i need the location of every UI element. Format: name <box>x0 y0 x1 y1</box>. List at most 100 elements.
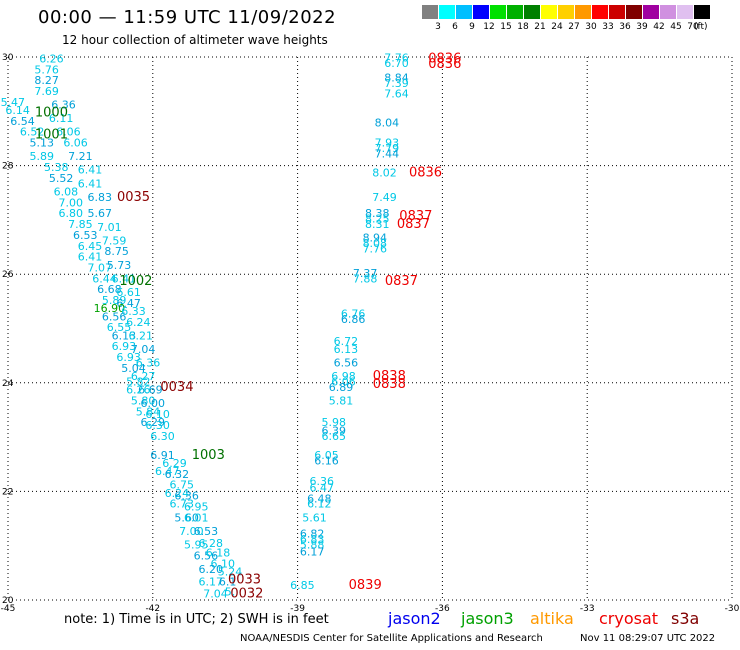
wave-height-value: 7.76 <box>384 51 409 64</box>
wave-height-value: 6.52 <box>20 126 45 139</box>
wave-height-value: 7.69 <box>34 85 59 98</box>
wave-height-value: 6.29 <box>162 457 187 470</box>
legend-swatch <box>677 5 693 19</box>
wave-height-value: 6.55 <box>107 321 132 334</box>
wave-height-value: 8.75 <box>104 245 129 258</box>
wave-height-value: 6.01 <box>184 511 209 524</box>
x-tick-label: -30 <box>725 604 740 614</box>
wave-height-value: 8.27 <box>34 74 59 87</box>
wave-height-value: 6.28 <box>198 537 223 550</box>
mission-jason2: jason2 <box>388 609 441 628</box>
y-tick-label: 24 <box>2 379 14 389</box>
pass-time-label: 0033 <box>228 573 261 588</box>
generation-timestamp: Nov 11 08:29:07 UTC 2022 <box>580 633 716 644</box>
legend-swatch <box>507 5 523 19</box>
legend-label: 45 <box>670 22 682 32</box>
wave-height-value: 6.20 <box>198 563 223 576</box>
wave-height-value: 6.06 <box>63 137 88 150</box>
wave-height-value: 7.79 <box>375 142 400 155</box>
wave-height-value: 7.21 <box>68 150 93 163</box>
wave-height-value: 5.95 <box>184 538 209 551</box>
wave-height-value: 7.07 <box>87 261 112 274</box>
legend-label: 15 <box>500 22 512 32</box>
pass-time-label: 0034 <box>160 380 193 395</box>
wave-height-value: 6.95 <box>184 500 209 513</box>
wave-height-value: 6.91 <box>150 449 175 462</box>
wave-height-value: 8.31 <box>365 218 390 231</box>
wave-height-value: 5.47 <box>1 96 26 109</box>
wave-height-value: 6.14 <box>5 104 30 117</box>
legend-label: 21 <box>534 22 546 32</box>
wave-height-value: 6.56 <box>102 310 127 323</box>
wave-height-value: 16.90 <box>94 302 126 315</box>
wave-height-value: 6.17 <box>300 545 325 558</box>
wave-height-value: 7.76 <box>363 242 388 255</box>
wave-height-value: 6.26 <box>39 52 64 65</box>
wave-height-value: 6.61 <box>116 286 141 299</box>
wave-height-value: 6.68 <box>97 283 122 296</box>
wave-height-value: 7.49 <box>372 191 397 204</box>
pass-time-label: 0836 <box>409 165 442 180</box>
wave-height-value: 6.83 <box>300 533 325 546</box>
chart-title: 00:00 — 11:59 UTC 11/09/2022 <box>38 7 337 28</box>
wave-height-value: 5.89 <box>30 150 55 163</box>
mission-altika: altika <box>530 609 574 628</box>
wave-height-value: 6.56 <box>334 357 359 370</box>
wave-height-value: 6.1 <box>219 575 237 588</box>
wave-height-value: 6.24 <box>126 316 151 329</box>
wave-height-value: 6.41 <box>78 177 103 190</box>
wave-height-value: 5.13 <box>30 137 55 150</box>
wave-height-value: 7.00 <box>179 525 204 538</box>
wave-height-value: 6.05 <box>314 449 339 462</box>
pass-time-label: 1002 <box>119 274 152 289</box>
y-tick-label: 30 <box>2 53 14 63</box>
legend-swatch <box>524 5 540 19</box>
legend-swatch <box>541 5 557 19</box>
mission-jason3: jason3 <box>461 609 514 628</box>
legend-swatch <box>422 5 438 19</box>
wave-height-value: 5.73 <box>107 259 132 272</box>
wave-height-value: 6.83 <box>87 191 112 204</box>
pass-time-label: 0838 <box>373 369 406 384</box>
wave-height-value: 7.64 <box>384 88 409 101</box>
wave-height-value: 7.85 <box>68 218 93 231</box>
pass-time-label: 0836 <box>428 57 461 72</box>
mission-s3a: s3a <box>671 609 700 628</box>
wave-height-value: 5.38 <box>44 161 69 174</box>
wave-height-value: 6.69 <box>138 384 163 397</box>
wave-height-value: 6.93 <box>112 340 137 353</box>
legend-swatch <box>694 5 710 19</box>
pass-time-label: 0837 <box>399 209 432 224</box>
x-tick-label: -39 <box>290 604 305 614</box>
chart-subtitle: 12 hour collection of altimeter wave hei… <box>62 33 328 47</box>
wave-height-value: 5.67 <box>87 207 112 220</box>
wave-height-value: 7.39 <box>384 77 409 90</box>
legend-label: 12 <box>483 22 495 32</box>
wave-height-value: 6.47 <box>155 465 180 478</box>
legend-label: 70 <box>687 22 699 32</box>
wave-height-value: 6.12 <box>307 498 332 511</box>
legend-label: 9 <box>469 22 475 32</box>
wave-height-value: 5.60 <box>174 511 199 524</box>
legend-swatch <box>609 5 625 19</box>
wave-height-value: 5.80 <box>131 395 156 408</box>
wave-height-value: 6.56 <box>194 549 219 562</box>
wave-height-value: 6.54 <box>10 115 35 128</box>
legend-swatch <box>643 5 659 19</box>
wave-height-value: 6.27 <box>131 370 156 383</box>
wave-height-value: 5.76 <box>34 63 59 76</box>
wave-height-value: 8.84 <box>384 71 409 84</box>
credit-text: NOAA/NESDIS Center for Satellite Applica… <box>240 633 543 644</box>
wave-height-value: 6.45 <box>78 240 103 253</box>
wave-height-value: 6.30 <box>145 419 170 432</box>
wave-height-value: 5.52 <box>49 172 74 185</box>
wave-height-value: 8.94 <box>363 232 388 245</box>
pass-time-label: 0032 <box>230 586 263 601</box>
wave-height-value: 6.41 <box>78 251 103 264</box>
mission-cryosat: cryosat <box>599 609 659 628</box>
y-tick-label: 26 <box>2 270 14 280</box>
wave-height-value: 6.08 <box>54 185 79 198</box>
pass-time-label: 0839 <box>349 578 382 593</box>
legend-swatch <box>456 5 472 19</box>
